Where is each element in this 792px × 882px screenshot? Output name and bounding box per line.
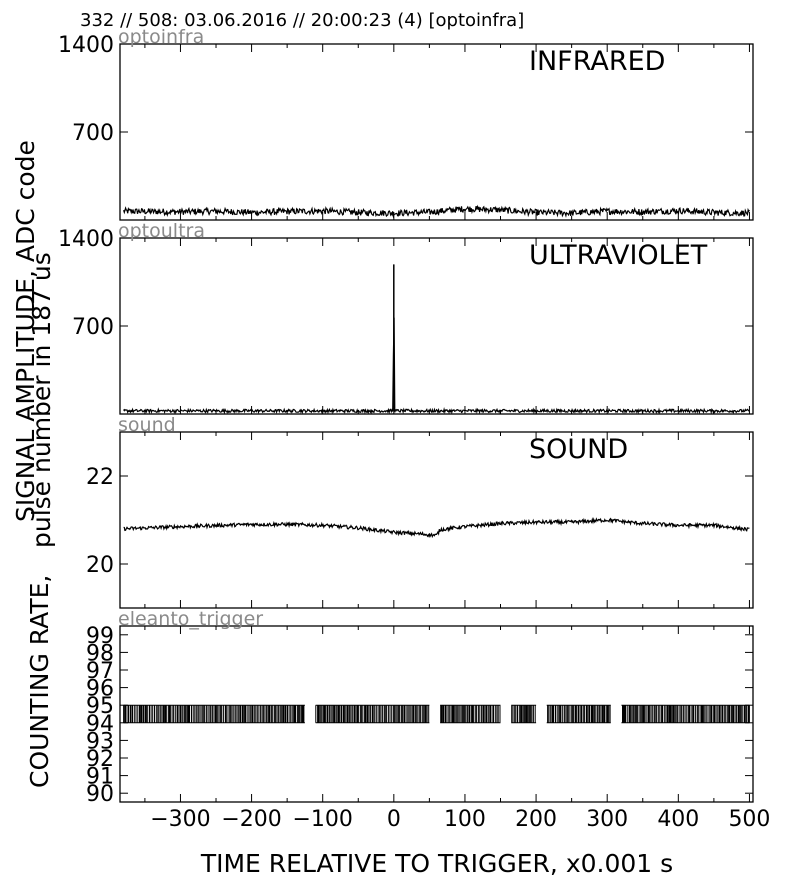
x-tick-label: 300 — [586, 807, 628, 832]
figure-title: 332 // 508: 03.06.2016 // 20:00:23 (4) [… — [80, 10, 524, 31]
x-tick-label: −100 — [292, 807, 352, 832]
y-tick-label: 96 — [86, 677, 114, 702]
y-tick-label: 700 — [72, 315, 114, 340]
x-ticks — [144, 44, 750, 220]
series-line — [123, 204, 750, 219]
panel-optoultra: 1400 700 optoultra ULTRAVIOLET — [58, 220, 754, 415]
y-axis-label-group: SIGNAL AMPLITUDE, ADC code pulse number … — [11, 140, 56, 788]
x-tick-label: 400 — [657, 807, 699, 832]
x-ticks — [144, 432, 750, 608]
x-tick-label: 0 — [387, 807, 401, 832]
x-tick-label: −200 — [221, 807, 281, 832]
x-tick-label: 100 — [444, 807, 486, 832]
y-tick-label: 92 — [86, 747, 114, 772]
plot-frame — [119, 625, 754, 803]
y-tick-label: 97 — [86, 659, 114, 684]
series-line — [123, 517, 750, 539]
series-line — [123, 704, 750, 724]
y-ticks: 1400 700 — [58, 33, 753, 146]
series-line — [123, 317, 750, 415]
x-tick-label: 500 — [728, 807, 770, 832]
y-tick-label: 94 — [86, 712, 114, 737]
panel-eleanto_trigger: 99989796959493929190eleanto_trigger−300−… — [86, 608, 770, 832]
y-tick-label: 20 — [86, 553, 114, 578]
y-tick-label: 1400 — [58, 227, 114, 252]
y-tick-label: 95 — [86, 694, 114, 719]
plot-frame — [119, 431, 754, 609]
y-tick-label: 99 — [86, 624, 114, 649]
channel-name: optoinfra — [118, 26, 204, 48]
panel-optoinfra: 1400 700 optoinfra INFRARED — [58, 26, 754, 221]
y-tick-label: 700 — [72, 121, 114, 146]
y-tick-label: 90 — [86, 782, 114, 807]
panel-sound: 22 20 sound SOUND — [86, 414, 754, 609]
x-tick-labels: −300 −200 −100 0 100 200 300 400 500 — [150, 807, 770, 832]
x-axis-label: TIME RELATIVE TO TRIGGER, x0.001 s — [200, 849, 673, 878]
y-tick-label: 1400 — [58, 33, 114, 58]
y-axis-label-counting-rate: COUNTING RATE, — [25, 575, 54, 788]
y-tick-label: 98 — [86, 641, 114, 666]
y-ticks: 1400 700 — [58, 227, 753, 340]
x-ticks — [144, 626, 750, 802]
y-axis-label-amplitude: SIGNAL AMPLITUDE, ADC code — [11, 140, 40, 522]
y-axis-label-pulse-number: pulse number in 187 us — [27, 252, 56, 548]
panel-label: ULTRAVIOLET — [529, 240, 708, 271]
y-ticks: 22 20 — [86, 465, 753, 578]
panel-label: INFRARED — [529, 46, 665, 77]
channel-name: sound — [118, 414, 176, 436]
x-tick-label: −300 — [150, 807, 210, 832]
panel-label: SOUND — [529, 434, 628, 465]
y-tick-label: 91 — [86, 765, 114, 790]
y-tick-label: 93 — [86, 729, 114, 754]
x-tick-label: 200 — [515, 807, 557, 832]
y-tick-label: 22 — [86, 465, 114, 490]
chart-panels: 1400 700 optoinfra INFRARED 1400 700 optoultra… — [58, 26, 770, 832]
channel-name: optoultra — [118, 220, 205, 242]
channel-name: eleanto_trigger — [118, 608, 263, 630]
